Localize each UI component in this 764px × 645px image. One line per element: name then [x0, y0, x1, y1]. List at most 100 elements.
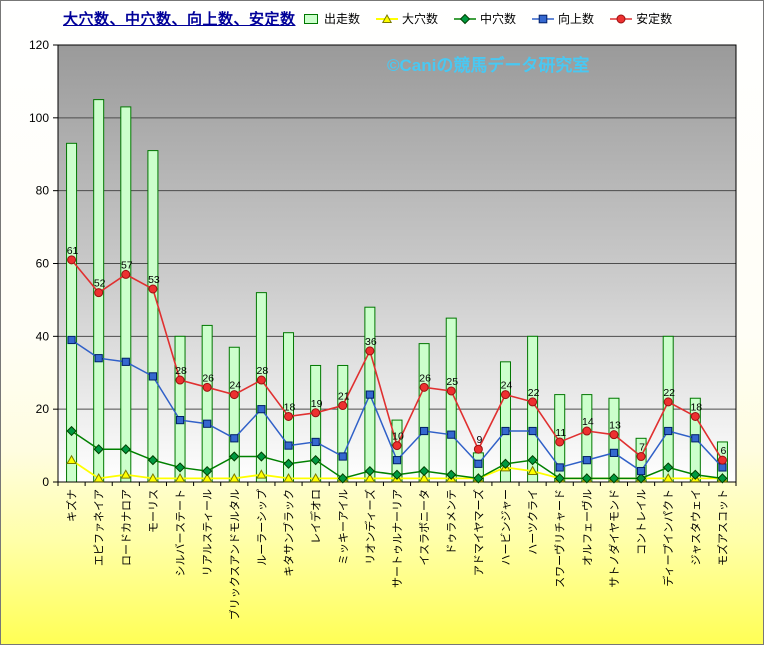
- x-tick-label: スワーヴリチャード: [553, 489, 567, 588]
- x-tick-label: レイデオロ: [309, 489, 323, 544]
- x-tick-label: ルーラーシップ: [255, 489, 268, 566]
- x-tick-label: コントレイル: [636, 489, 648, 555]
- marker-koujou: [203, 419, 212, 428]
- y-tick-label: 0: [42, 475, 49, 489]
- marker-chuuana: [554, 473, 565, 484]
- marker-antei: [609, 430, 619, 440]
- marker-chuuana: [147, 455, 159, 466]
- marker-ooana: [364, 472, 376, 483]
- x-tick-label: モズアスコット: [715, 489, 729, 566]
- marker-chuuana: [608, 473, 620, 484]
- data-label-antei: 28: [257, 365, 269, 377]
- data-label-antei: 18: [690, 401, 702, 413]
- data-label-antei: 10: [392, 431, 404, 443]
- marker-chuuana: [364, 465, 375, 477]
- marker-antei: [446, 386, 456, 396]
- marker-koujou: [718, 463, 727, 472]
- legend: 出走数 大穴数 中穴数 向上数: [303, 10, 672, 27]
- y-tick-label: 80: [36, 184, 50, 198]
- legend-item-ooana: 大穴数: [376, 10, 438, 27]
- marker-antei: [528, 397, 538, 407]
- bar-swatch-icon: [304, 13, 318, 24]
- marker-chuuana: [310, 455, 321, 466]
- y-tick-label: 100: [29, 111, 49, 125]
- marker-ooana: [120, 469, 132, 479]
- marker-antei: [94, 288, 104, 298]
- marker-koujou: [636, 466, 646, 476]
- legend-item-koujou: 向上数: [532, 10, 594, 27]
- legend-label-antei: 安定数: [636, 12, 673, 26]
- x-tick-label: ブリックスアンドモルタル: [227, 489, 241, 620]
- bar-shussou: [120, 106, 132, 483]
- marker-chuuana: [717, 473, 728, 484]
- marker-chuuana: [202, 465, 213, 477]
- marker-ooana: [283, 472, 294, 483]
- marker-chuuana: [120, 444, 131, 455]
- marker-chuuana: [283, 458, 294, 469]
- marker-antei: [202, 382, 212, 392]
- marker-antei: [121, 269, 131, 279]
- x-tick-label: リアルスティール: [202, 489, 214, 576]
- marker-koujou: [67, 335, 76, 345]
- x-tick-label: リオンディーズ: [363, 489, 377, 565]
- marker-antei: [175, 375, 185, 385]
- marker-ooana: [527, 465, 538, 475]
- marker-chuuana: [391, 469, 403, 480]
- x-tick-label: イスラボニータ: [418, 489, 431, 566]
- marker-antei: [419, 382, 429, 392]
- bar-shussou: [337, 364, 349, 483]
- marker-ooana: [174, 472, 186, 483]
- marker-koujou: [609, 448, 619, 457]
- circle-marker-icon: [610, 14, 633, 23]
- legend-label-koujou: 向上数: [558, 12, 595, 26]
- legend-label-chuuana: 中穴数: [480, 12, 517, 26]
- legend-item-antei: 安定数: [610, 10, 672, 27]
- marker-koujou: [284, 441, 293, 450]
- marker-koujou: [175, 415, 185, 425]
- legend-label-ooana: 大穴数: [402, 12, 439, 26]
- marker-koujou: [664, 426, 673, 436]
- marker-koujou: [447, 430, 456, 439]
- data-label-antei: 61: [67, 245, 79, 257]
- marker-ooana: [229, 472, 240, 483]
- marker-ooana: [256, 469, 267, 479]
- x-tick-label: ハービンジャー: [499, 489, 512, 565]
- marker-koujou: [528, 426, 537, 436]
- marker-koujou: [121, 357, 130, 366]
- marker-koujou: [555, 463, 564, 472]
- bar-shussou: [228, 346, 240, 483]
- marker-antei: [365, 346, 375, 356]
- square-marker-icon: [532, 14, 555, 23]
- marker-chuuana: [256, 451, 267, 462]
- marker-antei: [473, 444, 483, 454]
- watermark: ©Caniの競馬データ研究室: [387, 56, 590, 75]
- x-tick-label: アドマイヤマーズ: [471, 489, 485, 576]
- data-label-antei: 19: [311, 398, 323, 410]
- x-tick-label: ミッキーアイル: [338, 489, 350, 565]
- marker-antei: [338, 401, 348, 411]
- diamond-marker-icon: [454, 13, 477, 24]
- data-label-antei: 24: [501, 380, 513, 392]
- data-label-antei: 57: [121, 259, 133, 271]
- marker-chuuana: [66, 425, 77, 437]
- marker-chuuana: [337, 473, 348, 484]
- bar-shussou: [418, 343, 430, 483]
- marker-chuuana: [500, 458, 511, 469]
- marker-antei: [555, 437, 565, 447]
- x-tick-label: ロードカナロア: [120, 489, 133, 566]
- data-label-antei: 6: [721, 445, 727, 457]
- marker-koujou: [691, 434, 700, 443]
- marker-ooana: [310, 472, 321, 483]
- marker-antei: [229, 390, 239, 400]
- data-label-antei: 11: [555, 427, 566, 439]
- x-tick-label: ジャスタウェイ: [689, 489, 702, 565]
- marker-antei: [663, 397, 673, 407]
- marker-antei: [256, 375, 266, 385]
- marker-koujou: [311, 437, 320, 447]
- x-tick-label: キズナ: [65, 489, 79, 522]
- marker-antei: [148, 284, 158, 294]
- marker-antei: [690, 411, 700, 421]
- data-label-antei: 22: [663, 387, 675, 399]
